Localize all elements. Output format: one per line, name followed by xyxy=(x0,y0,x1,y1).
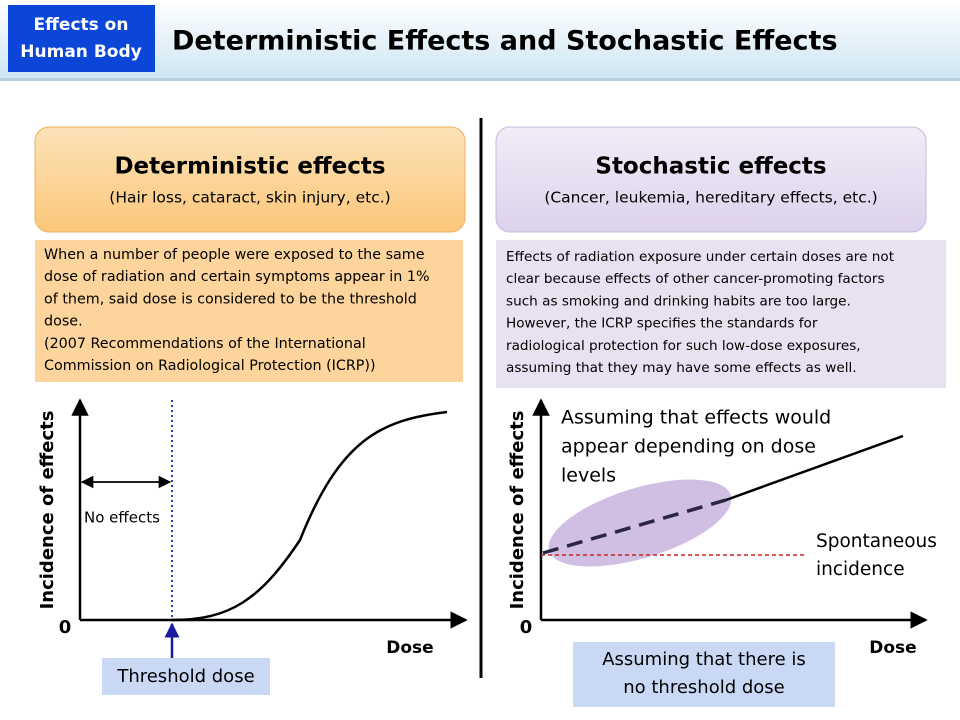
description-line: such as smoking and drinking habits are … xyxy=(506,293,851,309)
description-line: Commission on Radiological Protection (I… xyxy=(44,358,376,374)
title: Deterministic Effects and Stochastic Eff… xyxy=(172,26,838,57)
description-line: When a number of people were exposed to … xyxy=(44,247,425,263)
description-line: of them, said dose is considered to be t… xyxy=(44,291,417,307)
description-line: dose of radiation and certain symptoms a… xyxy=(44,269,430,285)
heading-box xyxy=(495,126,927,233)
description-line: dose. xyxy=(44,314,83,330)
annotation: Assuming that effects would xyxy=(561,407,831,429)
callout-box xyxy=(102,658,270,695)
description-line: clear because effects of other cancer-pr… xyxy=(506,271,885,287)
description-line: Effects of radiation exposure under cert… xyxy=(506,249,894,265)
description-box xyxy=(35,240,463,382)
heading: Deterministic effects xyxy=(114,154,385,180)
baseline-label: Spontaneous xyxy=(816,531,937,552)
y-label: Incidence of effects xyxy=(37,411,58,610)
callout: Assuming that there is xyxy=(602,649,806,670)
annotation: levels xyxy=(561,465,616,487)
callout-box xyxy=(573,642,835,707)
description-line: However, the ICRP specifies the standard… xyxy=(506,316,818,332)
x-label: Dose xyxy=(386,638,433,658)
badge xyxy=(8,5,155,72)
description-box xyxy=(496,240,946,388)
badge-line: Effects on xyxy=(34,15,129,35)
linear-line xyxy=(725,434,904,502)
uncertainty-ellipse xyxy=(548,479,732,567)
callout: Threshold dose xyxy=(116,666,254,687)
badge-line: Human Body xyxy=(20,42,141,62)
header-shadow xyxy=(0,78,960,81)
annotation: No effects xyxy=(84,509,160,527)
baseline-label: incidence xyxy=(816,559,905,580)
description-line: assuming that they may have some effects… xyxy=(506,360,857,376)
description-line: radiological protection for such low-dos… xyxy=(506,338,861,354)
response-curve xyxy=(171,410,448,622)
heading: Stochastic effects xyxy=(595,154,826,180)
description-line: (2007 Recommendations of the Internation… xyxy=(44,336,366,352)
annotation: appear depending on dose xyxy=(561,436,816,458)
x-label: Dose xyxy=(869,638,916,658)
origin-label: 0 xyxy=(520,617,533,638)
header-bar xyxy=(0,0,960,78)
extrapolated-line xyxy=(542,498,727,555)
heading-box xyxy=(34,126,466,233)
callout: no threshold dose xyxy=(623,677,785,698)
subheading: (Hair loss, cataract, skin injury, etc.) xyxy=(109,189,390,207)
subheading: (Cancer, leukemia, hereditary effects, e… xyxy=(544,189,877,207)
origin-label: 0 xyxy=(59,617,72,638)
y-label: Incidence of effects xyxy=(507,411,528,610)
